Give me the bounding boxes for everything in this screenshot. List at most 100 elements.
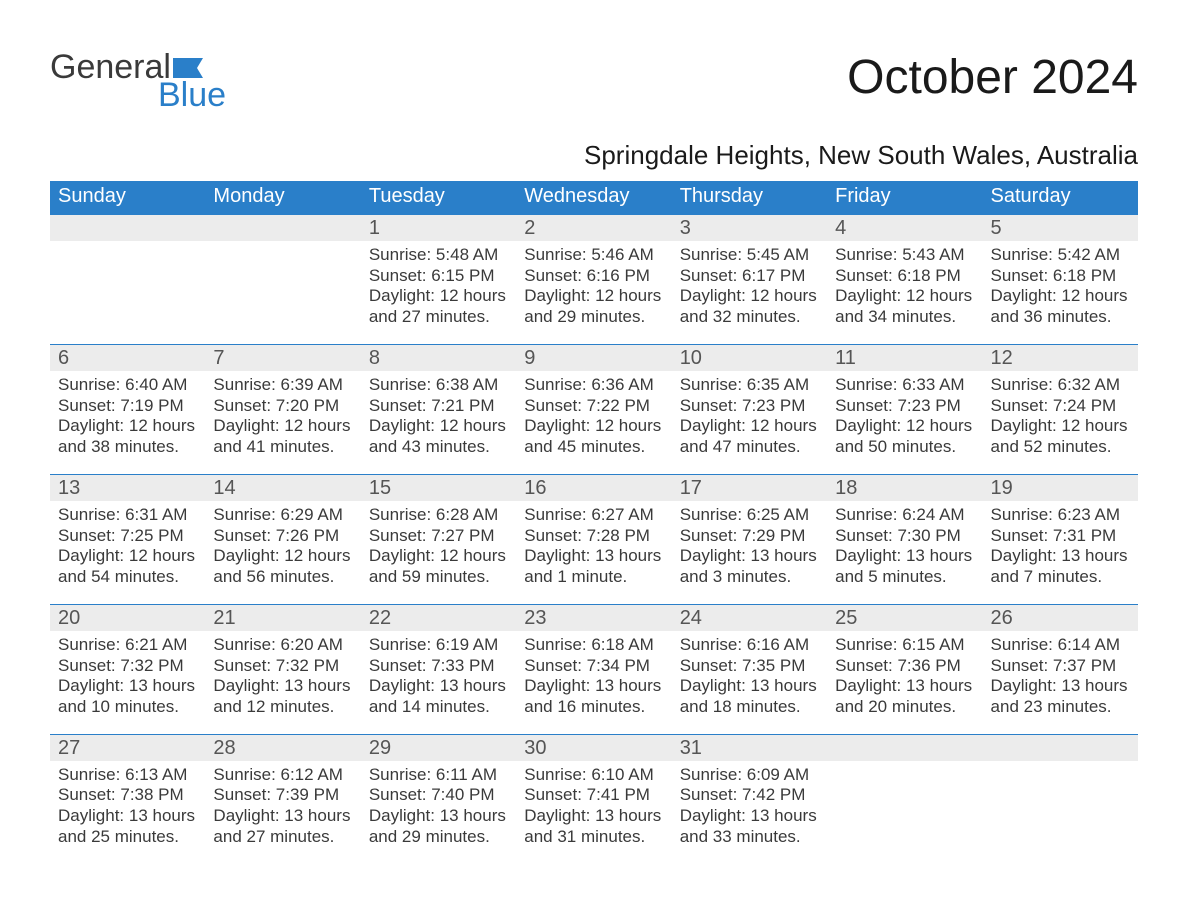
day-cell: 1Sunrise: 5:48 AMSunset: 6:15 PMDaylight… <box>361 215 516 344</box>
daylight-line: Daylight: 13 hours and 29 minutes. <box>369 806 508 847</box>
day-number: 28 <box>205 735 360 761</box>
sunrise-line: Sunrise: 6:23 AM <box>991 505 1130 526</box>
sunrise-line: Sunrise: 6:13 AM <box>58 765 197 786</box>
day-body: Sunrise: 6:36 AMSunset: 7:22 PMDaylight:… <box>516 371 671 474</box>
sunrise-line: Sunrise: 6:33 AM <box>835 375 974 396</box>
week-row: 6Sunrise: 6:40 AMSunset: 7:19 PMDaylight… <box>50 344 1138 474</box>
day-body: Sunrise: 6:40 AMSunset: 7:19 PMDaylight:… <box>50 371 205 474</box>
dow-saturday: Saturday <box>983 181 1138 214</box>
day-cell <box>983 735 1138 864</box>
day-number: 15 <box>361 475 516 501</box>
sunset-line: Sunset: 7:30 PM <box>835 526 974 547</box>
day-cell: 21Sunrise: 6:20 AMSunset: 7:32 PMDayligh… <box>205 605 360 734</box>
daylight-line: Daylight: 12 hours and 52 minutes. <box>991 416 1130 457</box>
day-cell: 26Sunrise: 6:14 AMSunset: 7:37 PMDayligh… <box>983 605 1138 734</box>
sunrise-line: Sunrise: 6:29 AM <box>213 505 352 526</box>
day-number: 11 <box>827 345 982 371</box>
day-body: Sunrise: 6:33 AMSunset: 7:23 PMDaylight:… <box>827 371 982 474</box>
sunset-line: Sunset: 7:23 PM <box>680 396 819 417</box>
sunset-line: Sunset: 7:42 PM <box>680 785 819 806</box>
daylight-line: Daylight: 12 hours and 36 minutes. <box>991 286 1130 327</box>
daylight-line: Daylight: 13 hours and 31 minutes. <box>524 806 663 847</box>
day-body: Sunrise: 6:21 AMSunset: 7:32 PMDaylight:… <box>50 631 205 734</box>
day-number: 1 <box>361 215 516 241</box>
sunrise-line: Sunrise: 5:45 AM <box>680 245 819 266</box>
sunset-line: Sunset: 7:28 PM <box>524 526 663 547</box>
day-number: 8 <box>361 345 516 371</box>
sunset-line: Sunset: 7:39 PM <box>213 785 352 806</box>
day-number: 17 <box>672 475 827 501</box>
daylight-line: Daylight: 12 hours and 32 minutes. <box>680 286 819 327</box>
day-body: Sunrise: 6:25 AMSunset: 7:29 PMDaylight:… <box>672 501 827 604</box>
day-cell: 10Sunrise: 6:35 AMSunset: 7:23 PMDayligh… <box>672 345 827 474</box>
day-number: 10 <box>672 345 827 371</box>
logo-word1: General <box>50 50 171 84</box>
sunset-line: Sunset: 7:36 PM <box>835 656 974 677</box>
daylight-line: Daylight: 12 hours and 45 minutes. <box>524 416 663 457</box>
daylight-line: Daylight: 12 hours and 34 minutes. <box>835 286 974 327</box>
days-of-week-header: SundayMondayTuesdayWednesdayThursdayFrid… <box>50 181 1138 214</box>
day-body: Sunrise: 6:38 AMSunset: 7:21 PMDaylight:… <box>361 371 516 474</box>
day-body: Sunrise: 5:45 AMSunset: 6:17 PMDaylight:… <box>672 241 827 344</box>
daylight-line: Daylight: 13 hours and 5 minutes. <box>835 546 974 587</box>
day-cell: 30Sunrise: 6:10 AMSunset: 7:41 PMDayligh… <box>516 735 671 864</box>
daylight-line: Daylight: 12 hours and 54 minutes. <box>58 546 197 587</box>
day-cell: 6Sunrise: 6:40 AMSunset: 7:19 PMDaylight… <box>50 345 205 474</box>
day-number: 16 <box>516 475 671 501</box>
sunset-line: Sunset: 7:37 PM <box>991 656 1130 677</box>
daylight-line: Daylight: 13 hours and 27 minutes. <box>213 806 352 847</box>
day-cell: 2Sunrise: 5:46 AMSunset: 6:16 PMDaylight… <box>516 215 671 344</box>
sunrise-line: Sunrise: 6:24 AM <box>835 505 974 526</box>
day-cell: 31Sunrise: 6:09 AMSunset: 7:42 PMDayligh… <box>672 735 827 864</box>
page-title: October 2024 <box>847 50 1138 105</box>
day-body: Sunrise: 5:46 AMSunset: 6:16 PMDaylight:… <box>516 241 671 344</box>
sunrise-line: Sunrise: 6:20 AM <box>213 635 352 656</box>
daylight-line: Daylight: 12 hours and 41 minutes. <box>213 416 352 457</box>
sunset-line: Sunset: 7:29 PM <box>680 526 819 547</box>
sunrise-line: Sunrise: 6:36 AM <box>524 375 663 396</box>
sunset-line: Sunset: 7:26 PM <box>213 526 352 547</box>
daylight-line: Daylight: 13 hours and 18 minutes. <box>680 676 819 717</box>
week-row: 27Sunrise: 6:13 AMSunset: 7:38 PMDayligh… <box>50 734 1138 864</box>
daylight-line: Daylight: 13 hours and 12 minutes. <box>213 676 352 717</box>
day-cell: 14Sunrise: 6:29 AMSunset: 7:26 PMDayligh… <box>205 475 360 604</box>
day-number: 27 <box>50 735 205 761</box>
day-body: Sunrise: 6:28 AMSunset: 7:27 PMDaylight:… <box>361 501 516 604</box>
day-cell: 12Sunrise: 6:32 AMSunset: 7:24 PMDayligh… <box>983 345 1138 474</box>
day-number: 18 <box>827 475 982 501</box>
daylight-line: Daylight: 12 hours and 59 minutes. <box>369 546 508 587</box>
location-subtitle: Springdale Heights, New South Wales, Aus… <box>50 140 1138 171</box>
day-body: Sunrise: 6:11 AMSunset: 7:40 PMDaylight:… <box>361 761 516 864</box>
day-body: Sunrise: 6:39 AMSunset: 7:20 PMDaylight:… <box>205 371 360 474</box>
daylight-line: Daylight: 13 hours and 20 minutes. <box>835 676 974 717</box>
sunset-line: Sunset: 7:40 PM <box>369 785 508 806</box>
sunrise-line: Sunrise: 5:48 AM <box>369 245 508 266</box>
daylight-line: Daylight: 12 hours and 56 minutes. <box>213 546 352 587</box>
day-body: Sunrise: 6:14 AMSunset: 7:37 PMDaylight:… <box>983 631 1138 734</box>
sunrise-line: Sunrise: 6:09 AM <box>680 765 819 786</box>
dow-monday: Monday <box>205 181 360 214</box>
dow-thursday: Thursday <box>672 181 827 214</box>
sunrise-line: Sunrise: 6:21 AM <box>58 635 197 656</box>
day-number <box>205 215 360 241</box>
day-cell: 22Sunrise: 6:19 AMSunset: 7:33 PMDayligh… <box>361 605 516 734</box>
day-body <box>983 761 1138 781</box>
day-cell: 7Sunrise: 6:39 AMSunset: 7:20 PMDaylight… <box>205 345 360 474</box>
daylight-line: Daylight: 13 hours and 23 minutes. <box>991 676 1130 717</box>
day-number: 7 <box>205 345 360 371</box>
daylight-line: Daylight: 12 hours and 29 minutes. <box>524 286 663 327</box>
day-body: Sunrise: 5:42 AMSunset: 6:18 PMDaylight:… <box>983 241 1138 344</box>
sunrise-line: Sunrise: 6:28 AM <box>369 505 508 526</box>
day-number: 19 <box>983 475 1138 501</box>
sunset-line: Sunset: 7:24 PM <box>991 396 1130 417</box>
sunset-line: Sunset: 6:17 PM <box>680 266 819 287</box>
sunset-line: Sunset: 7:32 PM <box>213 656 352 677</box>
day-cell: 25Sunrise: 6:15 AMSunset: 7:36 PMDayligh… <box>827 605 982 734</box>
day-cell: 23Sunrise: 6:18 AMSunset: 7:34 PMDayligh… <box>516 605 671 734</box>
daylight-line: Daylight: 13 hours and 1 minute. <box>524 546 663 587</box>
day-number: 12 <box>983 345 1138 371</box>
sunset-line: Sunset: 7:34 PM <box>524 656 663 677</box>
day-cell: 29Sunrise: 6:11 AMSunset: 7:40 PMDayligh… <box>361 735 516 864</box>
sunset-line: Sunset: 7:25 PM <box>58 526 197 547</box>
day-body: Sunrise: 6:10 AMSunset: 7:41 PMDaylight:… <box>516 761 671 864</box>
